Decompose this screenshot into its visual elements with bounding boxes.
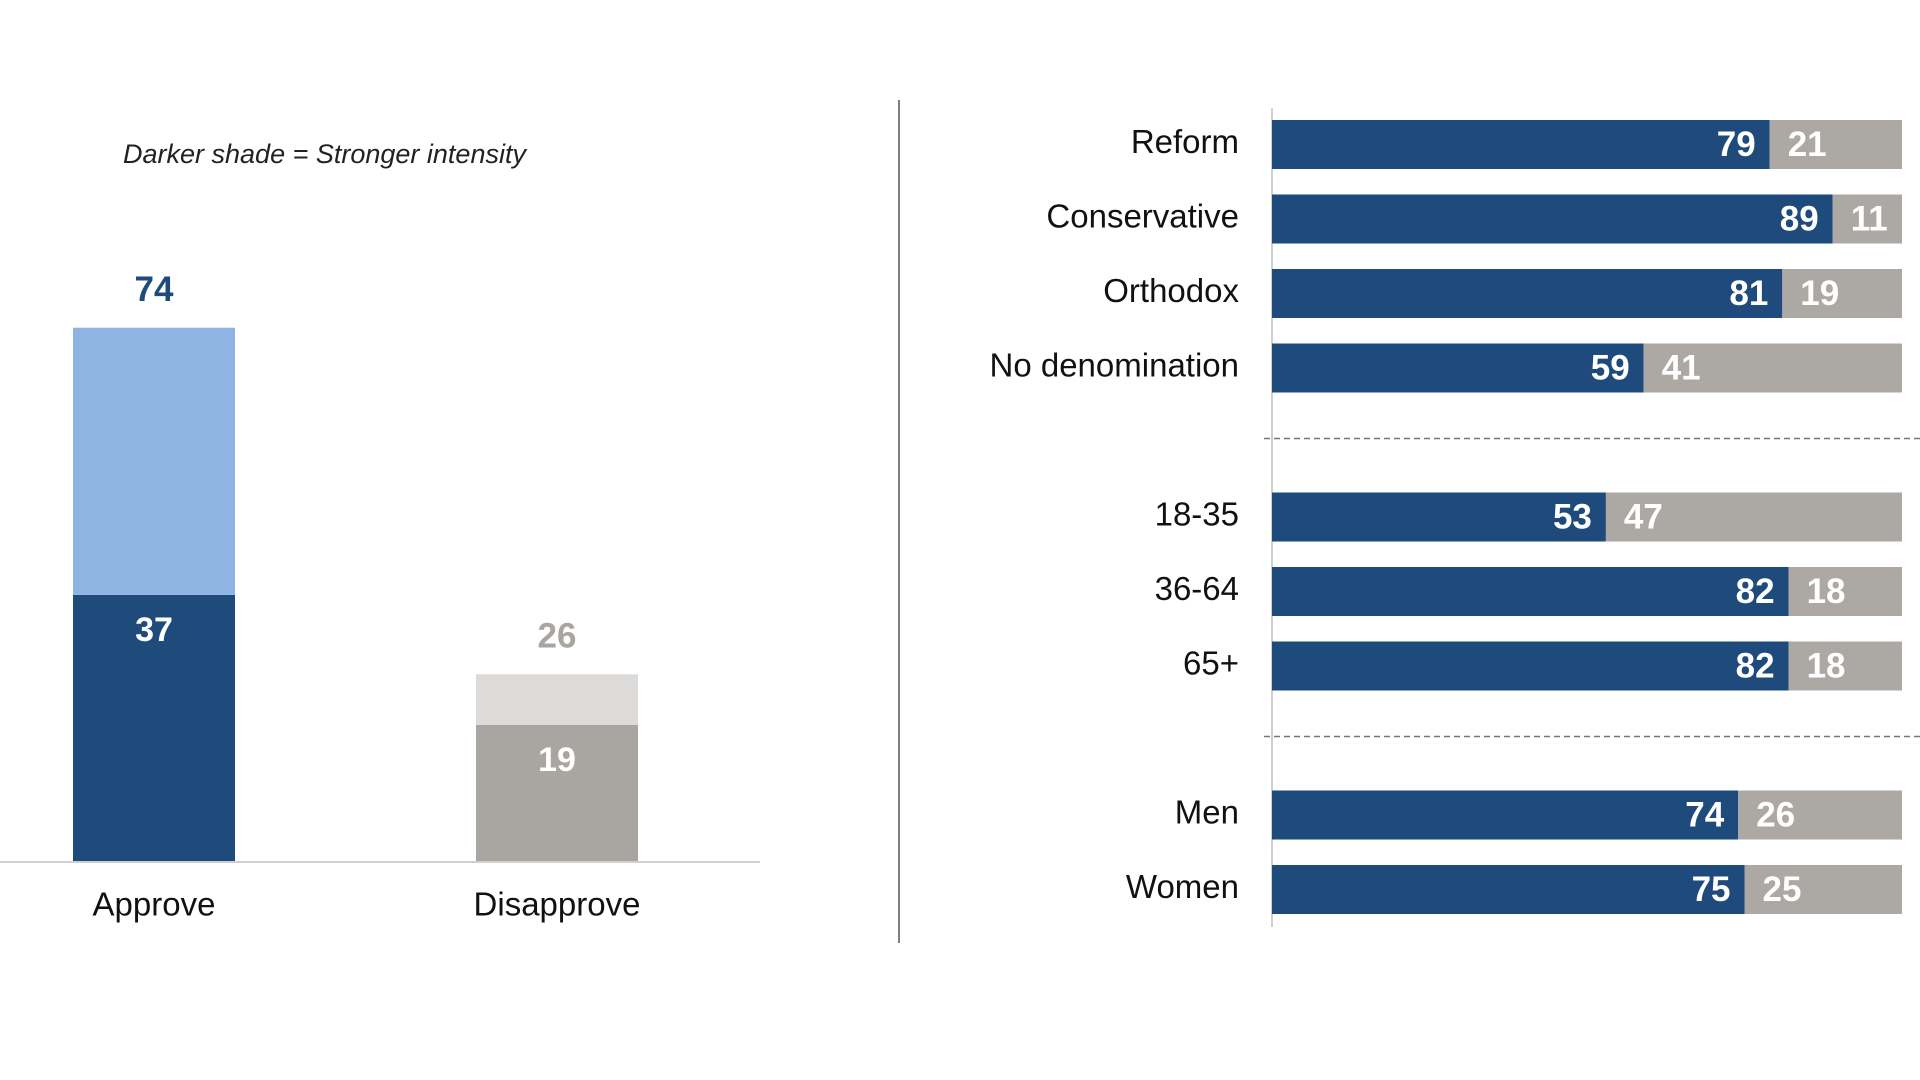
bar-segment (73, 327, 235, 595)
data-label: 37 (135, 611, 173, 649)
bar-segment (1272, 567, 1789, 616)
data-label: 82 (1736, 572, 1775, 611)
bar-segment (1272, 492, 1606, 542)
bar-segment (476, 674, 638, 725)
bar-segment (1272, 269, 1783, 318)
data-label: 18 (1807, 646, 1846, 685)
y-tick-label: Men (1175, 794, 1239, 831)
y-tick-label: 36-64 (1155, 570, 1239, 607)
y-tick-label: No denomination (990, 347, 1240, 384)
data-label: 75 (1692, 870, 1731, 909)
bar-segment (1788, 567, 1902, 616)
bar-segment (1272, 641, 1789, 691)
y-tick-label: Orthodox (1103, 272, 1239, 309)
bar-segment (1738, 790, 1902, 840)
bar-segment (1272, 120, 1770, 169)
data-label: 26 (1756, 795, 1795, 834)
bar-segment (1744, 865, 1902, 914)
x-tick-label: Disapprove (474, 886, 641, 923)
data-label: 41 (1662, 348, 1701, 387)
y-tick-label: Reform (1131, 123, 1239, 160)
bar-segment (1788, 641, 1902, 691)
bar-segment (73, 594, 235, 862)
data-label: 81 (1729, 274, 1768, 313)
data-label: 25 (1763, 870, 1802, 909)
bar-segment (1643, 343, 1902, 393)
data-label: 47 (1624, 497, 1663, 536)
data-label: 18 (1807, 572, 1846, 611)
annotation: Darker shade = Stronger intensity (123, 139, 527, 169)
bar-segment (1832, 194, 1902, 244)
bar-segment (476, 724, 638, 862)
data-label: 79 (1717, 125, 1756, 164)
bar-segment (1769, 120, 1902, 169)
bar-segment (1782, 269, 1902, 318)
y-tick-label: 65+ (1183, 645, 1239, 682)
data-label: 89 (1780, 199, 1819, 238)
data-label: 11 (1851, 199, 1888, 238)
total-label: 74 (135, 270, 174, 309)
bar-segment (1272, 194, 1833, 244)
y-tick-label: 18-35 (1155, 496, 1239, 533)
data-label: 74 (1685, 795, 1724, 834)
y-tick-label: Conservative (1046, 198, 1239, 235)
data-label: 59 (1591, 348, 1630, 387)
bar-segment (1605, 492, 1902, 542)
data-label: 19 (538, 741, 576, 779)
x-tick-label: Approve (93, 886, 216, 923)
data-label: 19 (1800, 274, 1839, 313)
data-label: 82 (1736, 646, 1775, 685)
total-label: 26 (538, 617, 577, 656)
y-tick-label: Women (1126, 868, 1239, 905)
bar-segment (1272, 865, 1745, 914)
bar-segment (1272, 790, 1739, 840)
bar-segment (1272, 343, 1644, 393)
data-label: 21 (1788, 125, 1827, 164)
data-label: 53 (1553, 497, 1592, 536)
